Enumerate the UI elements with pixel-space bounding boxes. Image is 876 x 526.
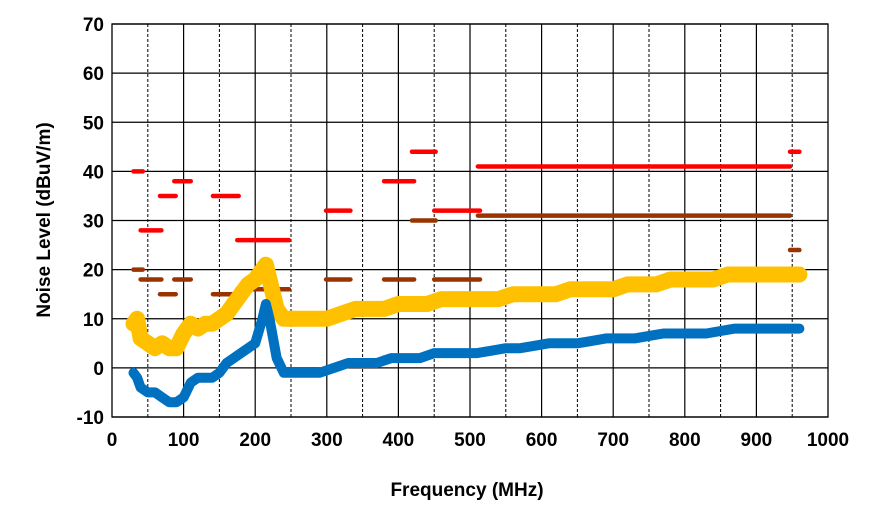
y-tick-label: -10	[77, 408, 104, 429]
x-axis-title: Frequency (MHz)	[390, 480, 543, 501]
y-tick-label: 70	[83, 15, 104, 36]
y-axis-title: Noise Level (dBuV/m)	[34, 122, 55, 317]
y-tick-label: 0	[93, 359, 104, 380]
y-tick-label: 10	[83, 310, 104, 331]
plot-frame	[111, 23, 829, 418]
x-tick-label: 0	[107, 430, 118, 451]
y-tick-label: 60	[83, 64, 104, 85]
x-tick-label: 100	[168, 430, 200, 451]
y-tick-labels: -10 0 10 20 30 40 50 60 70	[77, 15, 104, 429]
x-tick-label: 500	[454, 430, 486, 451]
x-tick-label: 800	[669, 430, 701, 451]
x-tick-label: 1000	[807, 430, 849, 451]
series-blue	[128, 299, 805, 408]
data-series	[125, 256, 808, 408]
y-tick-label: 30	[83, 212, 104, 233]
series-yellow	[125, 256, 808, 357]
x-tick-label: 400	[383, 430, 415, 451]
y-tick-label: 50	[83, 113, 104, 134]
x-tick-label: 600	[526, 430, 558, 451]
x-tick-label: 900	[741, 430, 773, 451]
y-tick-label: 40	[83, 162, 104, 183]
x-tick-label: 700	[597, 430, 629, 451]
x-tick-label: 200	[239, 430, 271, 451]
x-tick-label: 300	[311, 430, 343, 451]
x-tick-labels: 0 100 200 300 400 500 600 700 800 900 1000	[107, 430, 849, 451]
y-tick-label: 20	[83, 261, 104, 282]
